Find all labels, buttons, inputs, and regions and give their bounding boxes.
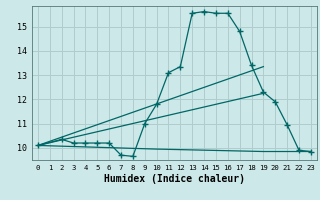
X-axis label: Humidex (Indice chaleur): Humidex (Indice chaleur)	[104, 174, 245, 184]
